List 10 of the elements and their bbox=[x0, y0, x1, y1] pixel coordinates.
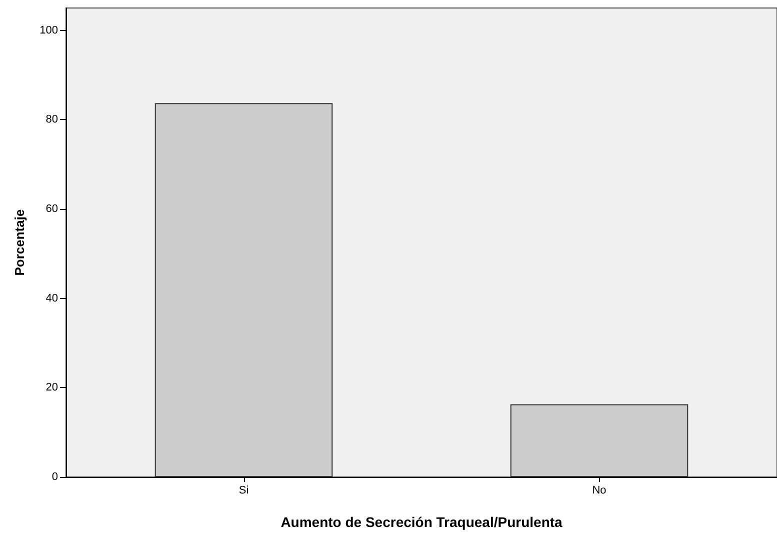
y-tick-label: 20 bbox=[46, 382, 58, 394]
y-tick-label: 100 bbox=[40, 24, 58, 36]
x-axis-title: Aumento de Secreción Traqueal/Purulenta bbox=[280, 514, 563, 530]
x-tick-label: No bbox=[592, 484, 606, 496]
x-tick-label: Si bbox=[238, 484, 249, 496]
y-tick-label: 60 bbox=[46, 203, 58, 215]
y-axis-title: Porcentaje bbox=[12, 209, 27, 276]
y-tick-label: 80 bbox=[46, 114, 58, 126]
y-tick-label: 40 bbox=[46, 292, 58, 304]
y-tick-label: 0 bbox=[52, 471, 58, 483]
